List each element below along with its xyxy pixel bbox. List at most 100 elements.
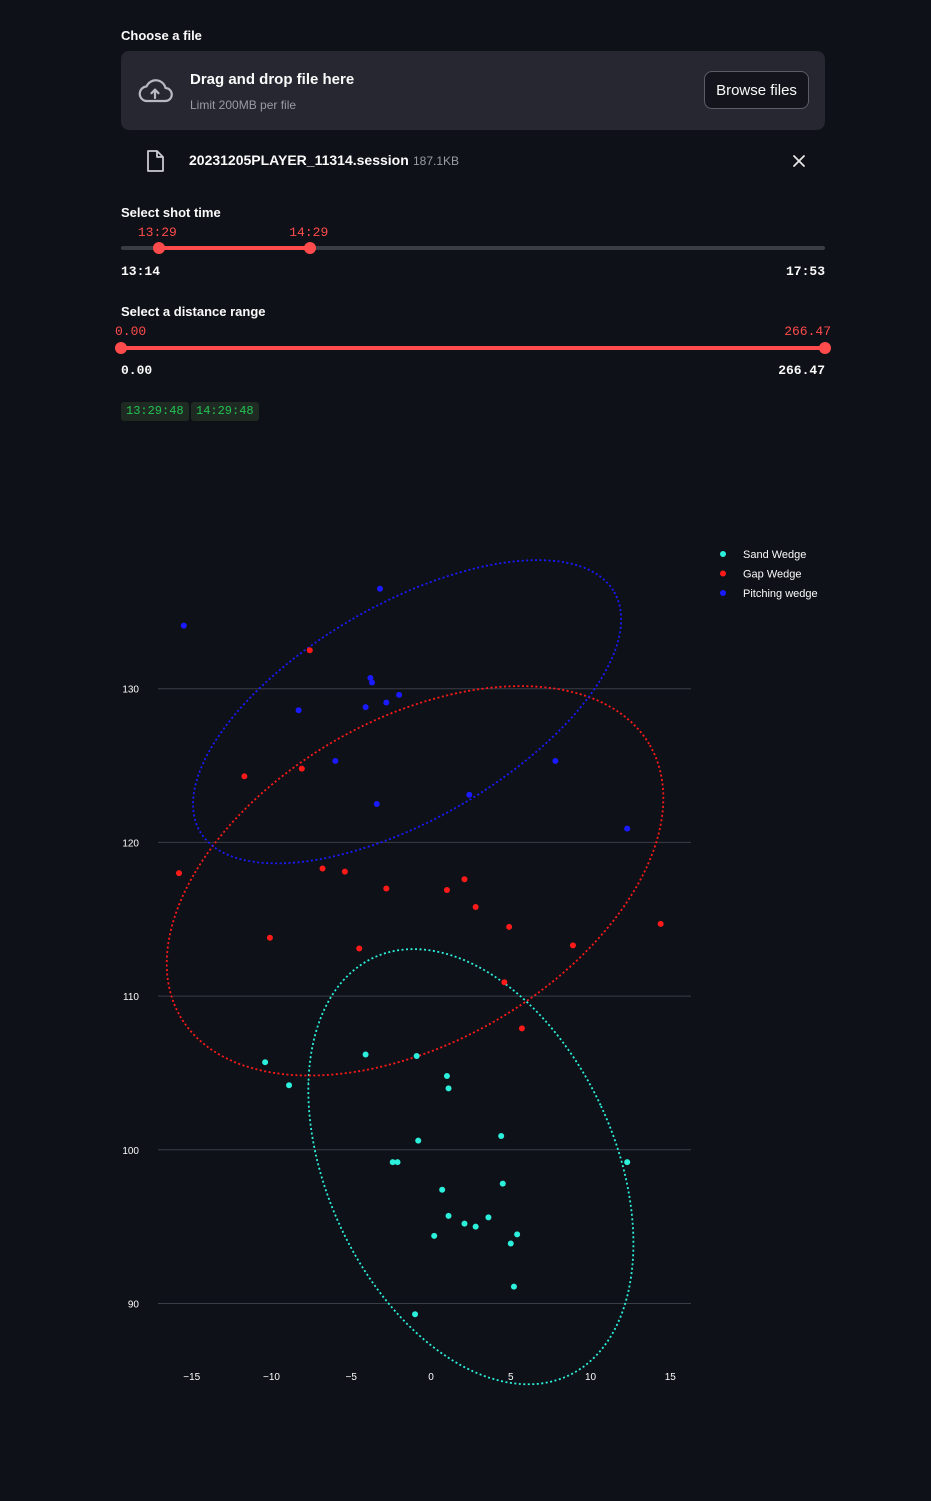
confidence-ellipse [192,559,623,865]
file-dropzone[interactable]: Drag and drop file here Limit 200MB per … [121,51,825,130]
shot-time-min: 13:14 [121,264,161,279]
data-point [383,885,390,892]
data-point [389,1159,396,1166]
legend-item[interactable]: Sand Wedge [743,549,806,561]
y-tick-label: 120 [122,838,139,849]
data-point [356,945,363,952]
shot-time-high-value: 14:29 [289,225,329,240]
data-point [472,1223,479,1230]
start-time-badge: 13:29:48 [121,402,189,421]
data-point [341,868,348,875]
legend-item[interactable]: Gap Wedge [743,569,802,581]
confidence-ellipse [307,948,635,1386]
data-point [368,679,375,686]
data-point [367,674,374,681]
data-point [396,691,403,698]
data-point [518,1025,525,1032]
data-point [472,903,479,910]
data-point [431,1232,438,1239]
data-point [552,757,559,764]
legend-marker [720,570,726,577]
distance-low-thumb[interactable] [115,342,127,354]
legend-item[interactable]: Pitching wedge [743,588,818,600]
uploaded-file-size: 187.1KB [413,154,460,168]
shot-time-range-fill [158,246,311,250]
data-point [569,942,576,949]
data-point [306,647,313,654]
data-point [485,1214,492,1221]
browse-files-button[interactable]: Browse files [704,71,809,109]
data-point [412,1311,419,1318]
legend-marker [720,590,726,596]
data-point [439,1186,446,1193]
distance-high-thumb[interactable] [819,342,831,354]
data-point [461,1220,468,1227]
data-point [180,622,187,629]
y-tick-label: 90 [128,1300,140,1311]
legend-marker [720,551,726,557]
data-point [445,1085,452,1092]
shot-time-slider[interactable] [121,242,825,254]
data-point [501,979,508,986]
shot-time-high-thumb[interactable] [304,242,317,254]
cloud-upload-icon [138,79,173,103]
data-point [175,870,182,877]
x-tick-label: 0 [428,1372,434,1383]
distance-low-value: 0.00 [115,324,147,339]
data-point [514,1231,521,1238]
data-point [376,585,383,592]
data-point [295,707,302,714]
file-icon [147,150,164,172]
data-point [298,765,305,772]
data-point [413,1053,420,1060]
distance-range-fill [121,346,825,350]
data-point [362,704,369,711]
y-tick-label: 110 [123,992,139,1003]
file-uploader-label: Choose a file [121,28,202,43]
data-point [286,1082,293,1089]
uploaded-file-row: 20231205PLAYER_11314.session 187.1KB [121,144,825,178]
shot-time-low-thumb[interactable] [152,242,165,254]
x-tick-label: 10 [585,1372,597,1383]
x-tick-label: −10 [263,1372,280,1383]
data-point [319,865,326,872]
shot-time-label: Select shot time [121,205,221,220]
distance-range-slider[interactable] [115,342,831,354]
data-point [506,923,513,930]
data-point [241,773,248,780]
x-tick-label: −5 [346,1372,358,1383]
x-tick-label: 15 [665,1372,677,1383]
data-point [657,920,664,927]
data-point [461,876,468,883]
distance-range-label: Select a distance range [121,304,266,319]
data-point [373,800,380,807]
data-point [266,934,273,941]
data-point [262,1059,269,1066]
distance-min: 0.00 [121,363,153,378]
data-point [445,1212,452,1219]
uploaded-file-name: 20231205PLAYER_11314.session [189,152,409,168]
data-point [394,1159,401,1166]
data-point [499,1180,506,1187]
data-point [443,887,450,894]
data-point [507,1240,514,1247]
data-point [443,1073,450,1080]
shot-time-low-value: 13:29 [137,225,177,240]
end-time-badge: 14:29:48 [191,402,259,421]
data-point [332,757,339,764]
close-icon[interactable] [789,151,809,171]
data-point [383,699,390,706]
data-point [624,825,631,832]
shot-time-max: 17:53 [785,264,825,279]
data-point [498,1132,505,1139]
x-tick-label: −15 [183,1372,200,1383]
data-point [415,1137,422,1144]
data-point [362,1051,369,1058]
confidence-ellipse [165,685,665,1077]
y-tick-label: 100 [122,1146,139,1157]
data-point [466,791,473,798]
dropzone-limit: Limit 200MB per file [190,98,297,112]
distance-high-value: 266.47 [784,324,831,339]
data-point [510,1283,517,1290]
data-point [624,1159,631,1166]
